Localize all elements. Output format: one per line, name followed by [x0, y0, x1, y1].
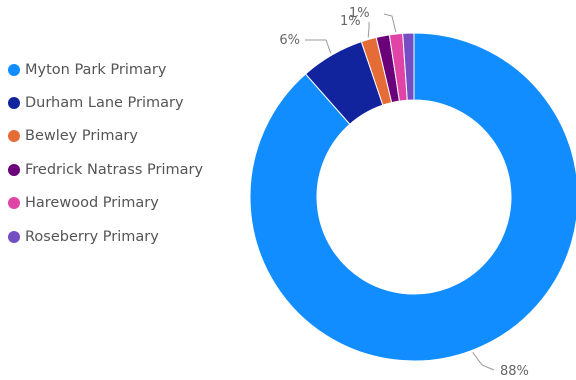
data-label: 1%: [340, 14, 361, 29]
legend-item[interactable]: Harewood Primary: [8, 187, 203, 220]
legend-swatch: [8, 163, 20, 176]
legend-item[interactable]: Roseberry Primary: [8, 220, 203, 253]
legend-swatch: [8, 63, 20, 76]
legend-label: Myton Park Primary: [25, 61, 167, 78]
legend-swatch: [8, 130, 20, 143]
donut-slice[interactable]: [402, 32, 415, 101]
leader-line: [367, 22, 370, 38]
chart-legend: Myton Park Primary Durham Lane Primary Bew…: [8, 53, 203, 253]
legend-item[interactable]: Durham Lane Primary: [8, 86, 203, 119]
legend-label: Harewood Primary: [25, 195, 159, 212]
legend-item[interactable]: Bewley Primary: [8, 120, 203, 153]
legend-swatch: [8, 197, 20, 210]
legend-item[interactable]: Myton Park Primary: [8, 53, 203, 86]
data-label: 1%: [349, 6, 370, 21]
legend-label: Durham Lane Primary: [25, 95, 184, 112]
donut-slice[interactable]: [249, 32, 576, 362]
legend-label: Bewley Primary: [25, 128, 138, 145]
data-label: 6%: [279, 33, 300, 48]
legend-item[interactable]: Fredrick Natrass Primary: [8, 153, 203, 186]
legend-label: Roseberry Primary: [25, 228, 159, 245]
data-label: 88%: [500, 364, 529, 379]
leader-line: [383, 13, 397, 33]
legend-swatch: [8, 230, 20, 243]
leader-line: [472, 351, 495, 371]
legend-swatch: [8, 97, 20, 110]
legend-label: Fredrick Natrass Primary: [25, 161, 204, 178]
leader-line: [305, 39, 332, 54]
